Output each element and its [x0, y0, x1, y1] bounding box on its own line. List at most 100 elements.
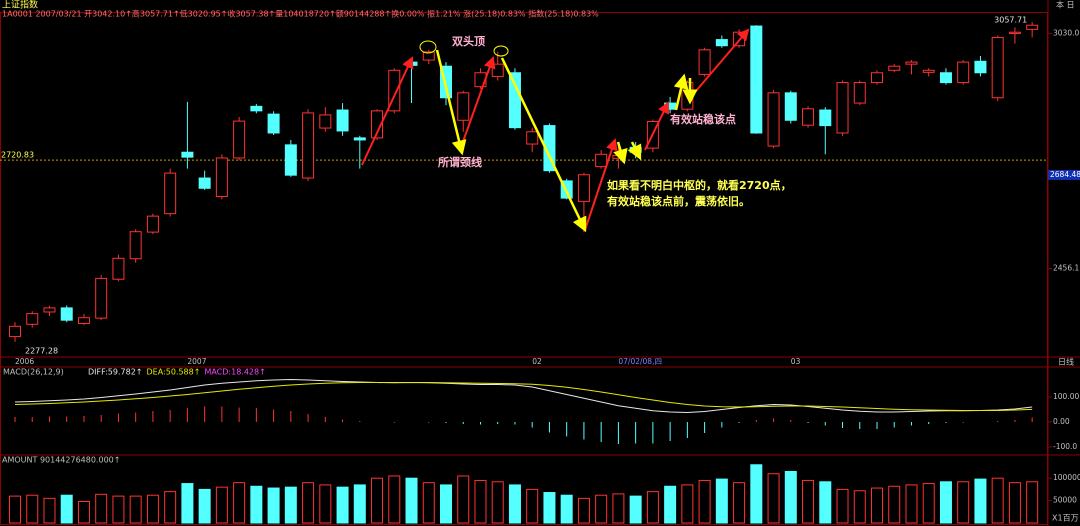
- red-arrow: [584, 138, 618, 231]
- candle-body: [526, 131, 539, 145]
- volume-bar: [1026, 481, 1039, 524]
- volume-bar: [440, 484, 452, 524]
- candle-body: [267, 113, 280, 134]
- volume-bar: [9, 495, 21, 524]
- candle-body: [974, 60, 987, 74]
- candle-body: [922, 69, 935, 73]
- volume-bar: [698, 479, 711, 524]
- yellow-arrow: [627, 141, 642, 161]
- volume-bar: [215, 486, 228, 524]
- candle-body: [698, 49, 711, 75]
- candle-body: [95, 277, 108, 319]
- volume-bar: [888, 485, 901, 524]
- candle-body: [388, 69, 401, 112]
- volume-bar: [250, 485, 263, 524]
- volume-bar: [388, 475, 401, 524]
- volume-bar: [422, 482, 435, 524]
- candle-body: [991, 37, 1004, 99]
- candle-body: [233, 120, 246, 159]
- macd-title: MACD(26,12,9): [3, 368, 64, 377]
- candle-body: [836, 82, 849, 134]
- candle-body: [164, 172, 177, 215]
- candle-body: [784, 92, 797, 121]
- y-tick-label: -100.0: [1053, 442, 1077, 451]
- y-tick-label: 100.00: [1053, 392, 1079, 401]
- yellow-arrow: [613, 141, 628, 165]
- volume-bar: [715, 478, 728, 524]
- volume-bar: [595, 494, 608, 524]
- volume-bar: [164, 491, 177, 524]
- candle-body: [77, 317, 90, 324]
- candle-body: [371, 110, 384, 139]
- annotations: 双头顶 所谓颈线 有效站稳该点 如果看不明白中枢的，就看2720点， 有效站稳该…: [361, 28, 792, 233]
- period-label: 日线: [1058, 357, 1074, 367]
- volume-bar: [284, 486, 297, 524]
- candle-body: [1008, 31, 1021, 34]
- candle-body: [802, 108, 815, 126]
- candle-body: [939, 72, 952, 84]
- header-info: 1A0001 2007/03/21 开3042.10↑高3057.71↑低302…: [2, 9, 599, 19]
- volume-bar: [853, 490, 866, 524]
- x-tick-label: 2006: [15, 357, 34, 366]
- circle: [419, 40, 437, 54]
- cursor-box: [1048, 169, 1080, 180]
- volume-bar: [319, 484, 332, 524]
- y-tick-label: 100000: [1053, 473, 1080, 482]
- volume-bar: [233, 482, 246, 524]
- candle-body: [508, 72, 521, 129]
- candle-body: [715, 39, 728, 47]
- yellow-arrow: [673, 73, 689, 111]
- volume-bar: [543, 492, 556, 524]
- red-arrow: [361, 56, 414, 166]
- volume-bar: [405, 477, 418, 524]
- red-arrow: [459, 56, 496, 151]
- candle-body: [26, 313, 39, 325]
- volume-bar: [767, 473, 780, 524]
- volume-bar: [991, 477, 1004, 524]
- volume-bar: [26, 494, 39, 524]
- volume-bar: [750, 464, 763, 524]
- yellow-arrow: [435, 49, 467, 156]
- candle-body: [491, 63, 504, 77]
- volume-bar: [957, 481, 970, 524]
- x-tick-label: 03: [791, 357, 801, 366]
- annotation: 如果看不明白中枢的，就看2720点，: [607, 178, 792, 192]
- candle-body: [957, 61, 970, 84]
- candle-body: [60, 307, 73, 321]
- volume-bar: [905, 484, 918, 524]
- volume-bar: [802, 479, 815, 524]
- candle-body: [43, 307, 56, 313]
- volume-bar: [819, 481, 832, 524]
- volume-bar: [733, 482, 746, 524]
- cursor-label: 2684.48: [1050, 170, 1080, 179]
- candle-body: [405, 61, 418, 66]
- candle-body: [871, 72, 883, 84]
- volume-bar: [526, 488, 539, 524]
- panel-frame: [0, 12, 1048, 525]
- volume-bar: [491, 481, 504, 524]
- volume-bar: [371, 477, 384, 524]
- volume-bar: [664, 485, 677, 524]
- x-tick-label: 07/02/08,四: [618, 357, 662, 366]
- candle-body: [146, 215, 159, 233]
- candle-body: [181, 151, 194, 158]
- volume-bar: [353, 484, 366, 524]
- volume-bar: [112, 495, 125, 524]
- volume-bar: [508, 484, 521, 524]
- volume-bar: [836, 488, 849, 524]
- candle-body: [215, 157, 228, 197]
- volume-bar: [646, 491, 659, 524]
- amount-title: AMOUNT 90144276480.000↑: [2, 456, 120, 465]
- candle-body: [1026, 24, 1039, 30]
- candle-body: [767, 92, 780, 147]
- volume-bar: [267, 487, 280, 524]
- y-tick-label: 0.00: [1053, 417, 1070, 426]
- volume-bar: [198, 488, 211, 524]
- candle-body: [336, 109, 349, 132]
- y-tick-label: 2456.1: [1053, 264, 1079, 273]
- chart-title: 上证指数: [2, 0, 38, 11]
- candle-body: [353, 137, 366, 141]
- candle-body: [319, 114, 332, 129]
